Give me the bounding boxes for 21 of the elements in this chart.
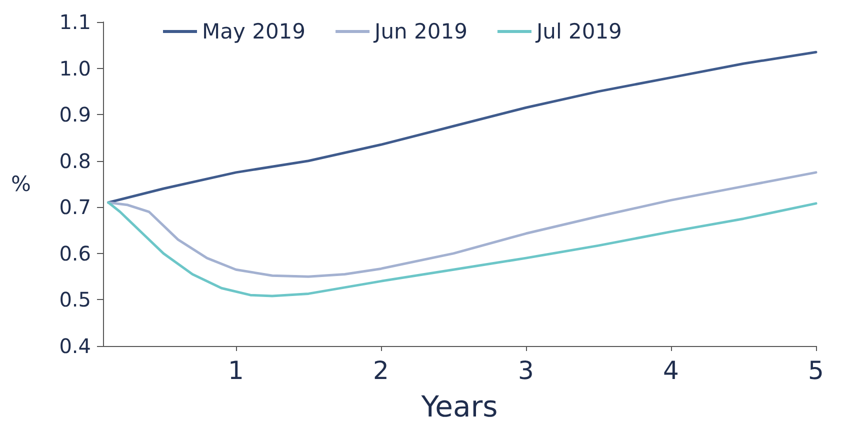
x-tick-label: 4 xyxy=(663,356,679,385)
y-tick-label: 0.8 xyxy=(59,148,91,173)
y-tick-label: 0.9 xyxy=(59,102,91,127)
y-axis-title: % xyxy=(11,172,31,196)
x-tick-label: 1 xyxy=(228,356,244,385)
x-tick-label: 3 xyxy=(518,356,534,385)
y-tick-label: 0.5 xyxy=(59,288,91,312)
line-series xyxy=(107,50,818,204)
legend-label: Jul 2019 xyxy=(534,20,622,44)
legend-label: May 2019 xyxy=(202,20,306,44)
x-tick-label: 5 xyxy=(808,356,824,385)
y-tick-label: 0.7 xyxy=(59,195,91,220)
y-tick-label: 1.1 xyxy=(59,10,91,34)
x-tick-label: 2 xyxy=(373,356,389,385)
y-tick-label: 0.6 xyxy=(59,241,91,266)
line-series xyxy=(107,201,818,298)
y-tick-label: 1.0 xyxy=(59,56,91,80)
legend-label: Jun 2019 xyxy=(372,20,468,44)
x-axis-title: Years xyxy=(420,390,498,424)
y-tick-label: 0.4 xyxy=(59,334,91,358)
line-series xyxy=(107,171,818,278)
